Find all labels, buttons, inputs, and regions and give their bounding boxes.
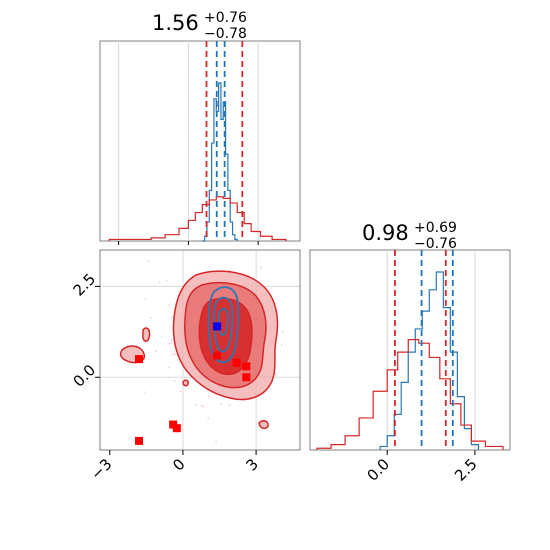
red-contour-island-bottom — [258, 420, 269, 430]
y-tick-label: 2.5 — [70, 270, 100, 300]
axes-frame — [99, 40, 301, 242]
y-axis-ticks: 0.0 2.5 — [70, 270, 100, 391]
scatter-point — [280, 344, 283, 347]
title: 0.98 +0.69 −0.76 — [362, 220, 457, 252]
histogram-step — [379, 271, 480, 450]
scatter-point — [150, 316, 152, 319]
scatter-point — [260, 266, 262, 269]
x-tick-label: 2.5 — [451, 455, 481, 485]
scatter-point — [220, 402, 222, 405]
scatter-point — [207, 395, 210, 398]
title-value: 0.98 — [362, 221, 409, 245]
scatter-point — [207, 417, 210, 420]
histogram-series — [108, 82, 287, 242]
title-minus: −0.78 — [204, 26, 247, 42]
scatter-point — [147, 260, 150, 263]
scatter-point — [281, 330, 284, 333]
red-square-marker — [242, 373, 251, 382]
scatter-point — [170, 341, 173, 344]
x-axis-ticks: −3 0 3 — [87, 450, 262, 483]
grid-lines — [386, 250, 476, 450]
red-square-marker — [232, 358, 241, 367]
x-axis-ticks: 0.0 2.5 — [363, 450, 481, 485]
scatter-point — [155, 350, 158, 352]
scatter-point — [165, 279, 168, 282]
x-tick-label: 0 — [169, 455, 188, 474]
scatter-point — [167, 304, 170, 307]
title: 1.56 +0.76 −0.78 — [152, 10, 247, 42]
axes-frame — [309, 249, 511, 451]
x-tick-label: 0.0 — [363, 455, 393, 485]
scatter-point — [275, 372, 277, 375]
scatter-point — [148, 285, 151, 288]
scatter-point — [171, 316, 173, 319]
joint-contour-panel: −3 0 3 0.0 2.5 — [70, 249, 301, 483]
y-tick-label: 0.0 — [70, 361, 100, 391]
quantile-lines — [394, 250, 454, 450]
red-square-marker — [172, 424, 181, 433]
axes-frame — [99, 249, 301, 451]
red-square-marker — [213, 351, 222, 360]
blue-contour-middle — [213, 296, 234, 353]
red-contours — [119, 270, 279, 430]
red-square-marker — [135, 436, 144, 445]
histogram-step — [316, 339, 504, 450]
scatter-point — [173, 380, 176, 383]
blue-contour-outer — [207, 286, 240, 364]
x-tick-label: 3 — [242, 455, 261, 474]
marker-points — [135, 322, 251, 445]
title-value: 1.56 — [152, 11, 199, 35]
title-plus: +0.69 — [414, 220, 457, 236]
histogram-step — [202, 82, 238, 242]
red-square-marker — [135, 355, 144, 364]
title-plus: +0.76 — [204, 10, 247, 26]
scatter-point — [228, 404, 231, 407]
scatter-point — [158, 281, 161, 284]
histogram-series — [316, 271, 504, 450]
scatter-point — [202, 405, 205, 408]
blue-contour-inner — [218, 307, 229, 336]
red-contour-island-dot — [182, 379, 189, 387]
histogram-step — [108, 196, 287, 241]
scatter-point — [215, 441, 217, 443]
red-square-marker — [242, 362, 251, 371]
scatter-point — [179, 390, 182, 393]
scatter-point — [144, 297, 147, 300]
scatter-point — [173, 353, 176, 356]
scatter-point — [195, 403, 197, 406]
scatter-point — [168, 342, 171, 345]
blue-contours — [207, 286, 240, 364]
scatter-point — [143, 391, 146, 394]
grid-lines — [118, 41, 259, 241]
marginal-histogram-param-2: 0.0 2.5 0.98 +0.69 −0.76 — [309, 220, 511, 485]
marginal-histogram-param-1: 1.56 +0.76 −0.78 — [99, 10, 301, 245]
scatter-point — [160, 336, 163, 338]
quantile-lines — [118, 41, 259, 245]
scatter-point — [170, 338, 173, 341]
x-tick-label: −3 — [87, 455, 115, 483]
scatter-point — [200, 404, 203, 407]
red-contour-island-small — [142, 327, 151, 342]
scatter-point — [171, 353, 174, 356]
scatter-point — [167, 366, 170, 369]
blue-square-marker — [213, 322, 222, 331]
title-minus: −0.76 — [414, 236, 457, 252]
